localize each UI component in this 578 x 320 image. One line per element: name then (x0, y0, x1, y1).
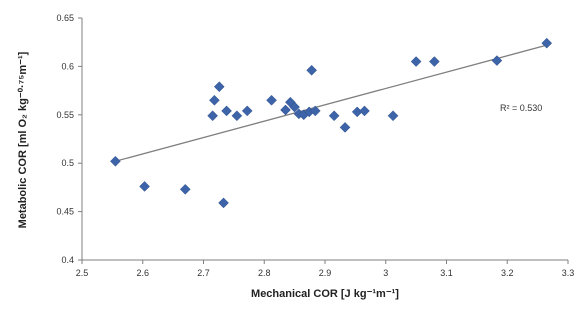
data-point-marker (328, 110, 340, 122)
data-point-marker (209, 94, 220, 106)
y-tick-label: 0.55 (56, 110, 74, 120)
y-tick-label: 0.6 (61, 61, 74, 71)
data-points (110, 37, 553, 209)
data-point-marker (231, 110, 243, 122)
data-point-marker (410, 56, 422, 67)
data-point-marker (359, 105, 370, 117)
x-tick-label: 3.2 (501, 268, 514, 278)
data-point-marker (179, 183, 191, 195)
y-tick-label: 0.4 (61, 255, 74, 265)
data-point-marker (266, 94, 277, 106)
data-point-marker (110, 155, 121, 167)
data-point-marker (339, 122, 351, 133)
x-tick-label: 3.3 (562, 268, 575, 278)
data-point-marker (306, 64, 317, 76)
tick-labels: 0.4 0.45 0.5 0.55 0.6 0.65 2.5 2.6 2.7 2.8 2.9 3 3.1… (56, 13, 574, 278)
trendline-group (115, 44, 547, 162)
data-point-marker (221, 105, 232, 117)
x-tick-label: 3.1 (440, 268, 453, 278)
x-tick-label: 2.8 (258, 268, 271, 278)
x-tick-label: 2.6 (136, 268, 149, 278)
y-tick-label: 0.45 (56, 207, 74, 217)
y-tick-label: 0.65 (56, 13, 74, 23)
tick-marks (78, 17, 569, 264)
y-axis-title: Metabolic COR [ml O₂ kg⁻⁰·⁷⁵m⁻¹] (17, 51, 29, 228)
x-tick-label: 3 (383, 268, 388, 278)
data-point-marker (541, 37, 553, 49)
data-point-marker (428, 56, 440, 67)
data-point-marker (218, 197, 229, 209)
data-point-marker (289, 101, 300, 113)
data-point-marker (139, 181, 150, 192)
data-point-marker (280, 104, 291, 116)
x-tick-label: 2.7 (197, 268, 210, 278)
r-squared-annotation: R² = 0.530 (500, 103, 542, 113)
x-axis-title: Mechanical COR [J kg⁻¹m⁻¹] (251, 288, 399, 300)
trendline (115, 44, 547, 162)
data-point-marker (491, 55, 503, 66)
data-point-marker (213, 81, 225, 93)
data-point-marker (309, 105, 321, 117)
x-tick-label: 2.9 (319, 268, 332, 278)
data-point-marker (241, 105, 253, 117)
data-point-marker (207, 110, 218, 122)
data-point-marker (387, 110, 399, 122)
x-tick-label: 2.5 (76, 268, 89, 278)
y-tick-label: 0.5 (61, 158, 74, 168)
axes (81, 18, 568, 261)
